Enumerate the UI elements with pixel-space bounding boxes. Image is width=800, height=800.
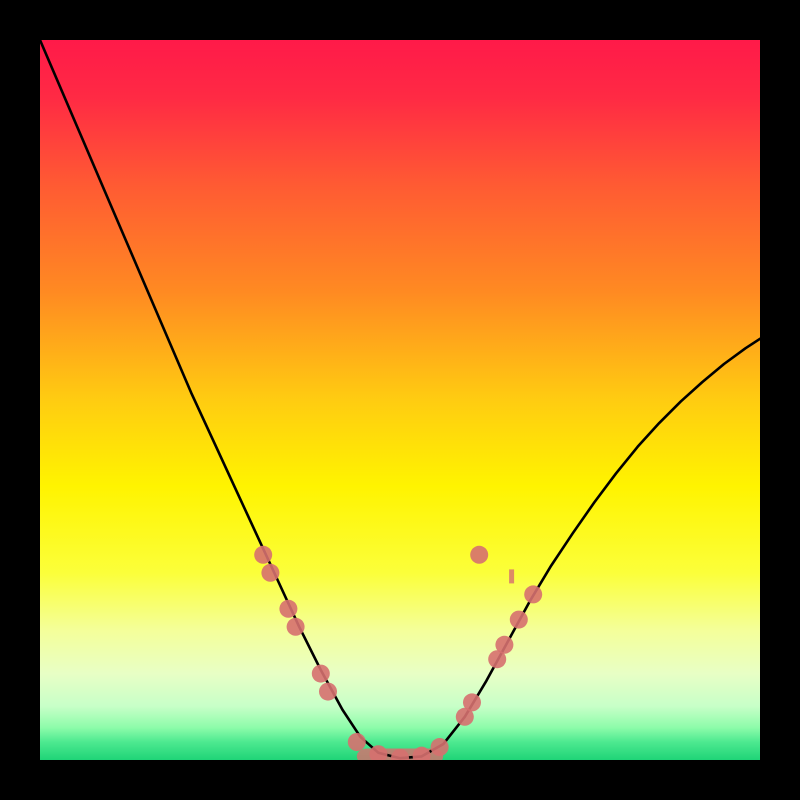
curve-marker [495, 636, 513, 654]
small-tick-mark [509, 569, 514, 583]
curve-marker [254, 546, 272, 564]
frame-right [760, 0, 800, 800]
curve-marker [312, 665, 330, 683]
curve-marker [463, 693, 481, 711]
frame-top [0, 0, 800, 40]
curve-marker [319, 683, 337, 701]
frame-bottom [0, 760, 800, 800]
curve-marker [431, 738, 449, 756]
curve-marker [470, 546, 488, 564]
curve-marker [510, 611, 528, 629]
curve-marker [261, 564, 279, 582]
curve-marker [287, 618, 305, 636]
plot-background [40, 40, 760, 760]
frame-left [0, 0, 40, 800]
curve-marker [524, 585, 542, 603]
curve-marker [279, 600, 297, 618]
bottleneck-chart [0, 0, 800, 800]
curve-marker [348, 733, 366, 751]
